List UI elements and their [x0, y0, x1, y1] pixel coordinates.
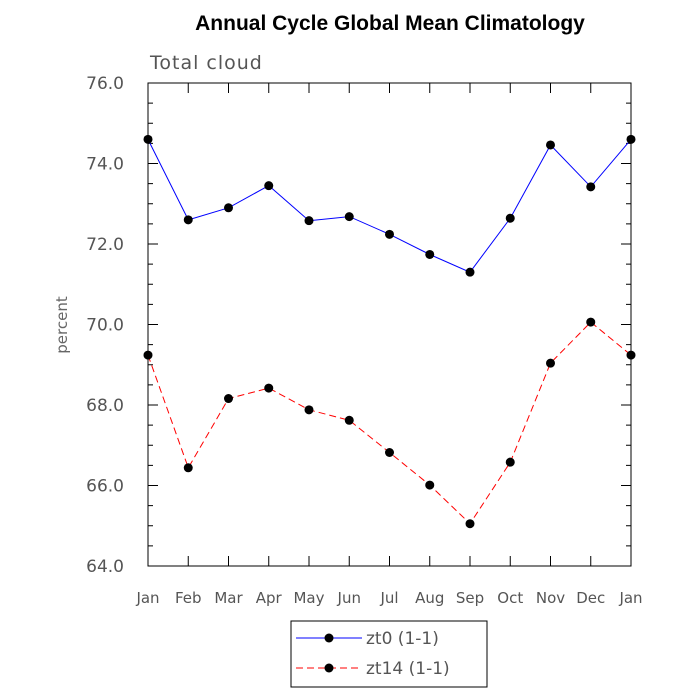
series-0-point — [224, 203, 233, 213]
chart-subtitle: Total cloud — [149, 52, 263, 74]
y-tick-label: 76.0 — [86, 74, 124, 94]
series-1-point — [183, 463, 193, 473]
series-0-point — [183, 215, 193, 225]
series-0-point — [385, 229, 394, 239]
x-tick-label: Nov — [536, 589, 565, 607]
series-0-point — [626, 134, 636, 144]
x-tick-label: Sep — [456, 589, 484, 607]
series-line-1 — [147, 321, 632, 525]
y-tick-label: 72.0 — [86, 235, 124, 255]
series-1-point — [224, 394, 233, 404]
x-tick-label: Oct — [497, 589, 523, 607]
legend-box — [290, 620, 488, 688]
series-1-point — [546, 358, 555, 368]
series-1-point — [143, 350, 153, 360]
y-axis-label: percent — [53, 296, 71, 354]
series-1-point — [425, 480, 435, 490]
series-1-point — [626, 350, 636, 360]
x-tick-label: Apr — [256, 589, 283, 607]
series-0-point — [143, 134, 153, 144]
series-0-point — [304, 216, 314, 226]
x-tick-label: Aug — [415, 589, 444, 607]
y-tick-label: 66.0 — [86, 477, 124, 497]
series-1-point — [264, 383, 274, 393]
x-tick-label: Jun — [337, 589, 361, 607]
series-0-point — [465, 267, 475, 277]
x-tick-label: Jan — [618, 589, 642, 607]
y-tick-label: 64.0 — [86, 557, 124, 577]
series-0-point — [425, 249, 435, 259]
series-0-point — [264, 181, 274, 191]
series-1-point — [304, 405, 314, 415]
x-tick-label: Jan — [135, 589, 159, 607]
series-1-point — [385, 447, 394, 457]
chart-title: Annual Cycle Global Mean Climatology — [195, 12, 585, 35]
series-0-point — [586, 182, 596, 192]
series-1-point — [465, 519, 475, 529]
legend-marker-1 — [324, 663, 334, 673]
x-tick-label: Mar — [214, 589, 243, 607]
x-tick-label: May — [293, 589, 324, 607]
x-tick-label: Dec — [576, 589, 605, 607]
x-tick-label: Jul — [379, 589, 398, 607]
series-0-point — [505, 213, 515, 223]
series-0-point — [344, 212, 354, 222]
y-tick-label: 70.0 — [86, 316, 124, 336]
legend-marker-0 — [324, 633, 334, 643]
series-1-point — [586, 317, 596, 327]
axes-layer: 64.0 66.0 68.0 70.0 72.0 74.0 76.0 Jan Feb Mar Apr… — [86, 74, 642, 607]
legend-label-0: zt0 (1-1) — [366, 629, 439, 649]
x-tick-label: Feb — [175, 589, 202, 607]
series-1-point — [344, 415, 354, 425]
y-tick-label: 68.0 — [86, 396, 124, 416]
series-0-point — [546, 140, 555, 150]
series-1-point — [505, 457, 515, 467]
series-layer — [143, 134, 636, 529]
plot-frame — [147, 82, 632, 567]
legend: zt0 (1-1) zt14 (1-1) — [290, 620, 488, 688]
legend-label-1: zt14 (1-1) — [366, 659, 450, 679]
y-tick-label: 74.0 — [86, 155, 124, 175]
series-line-0 — [147, 139, 632, 273]
